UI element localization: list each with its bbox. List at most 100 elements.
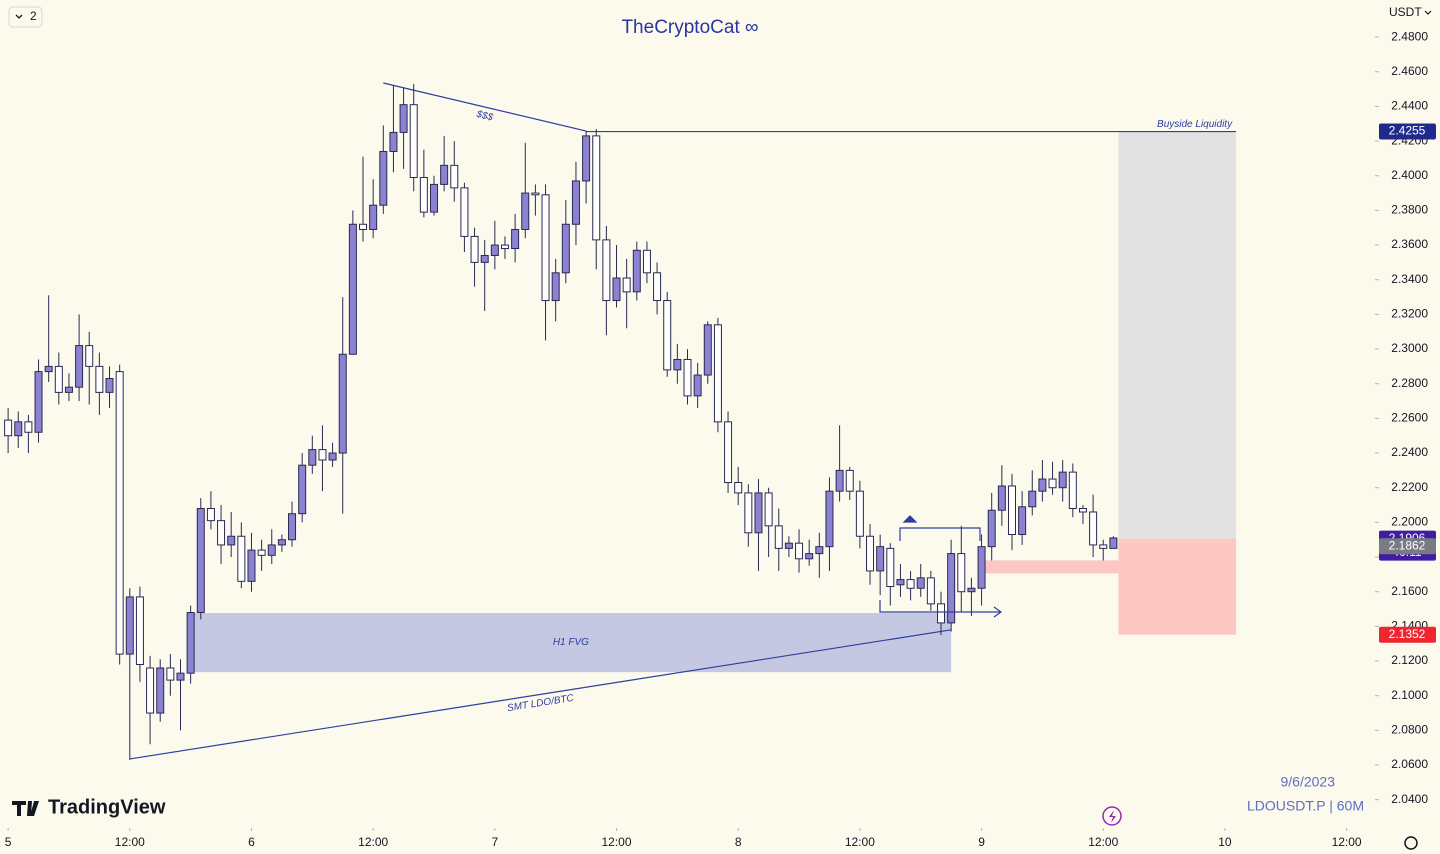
candle-body <box>146 667 155 714</box>
candle-body <box>470 235 479 263</box>
y-tick-label: 2.4600 <box>1391 64 1428 78</box>
candle-body <box>44 365 53 373</box>
candle-body <box>135 596 144 666</box>
y-tick-label: 2.3800 <box>1391 203 1428 217</box>
candle-body <box>277 539 286 546</box>
candle-body <box>835 469 844 492</box>
candle-body <box>115 371 124 655</box>
candle-body <box>348 223 357 355</box>
x-tick-label: 5 <box>5 835 12 849</box>
price-badge-label: 2.1352 <box>1389 627 1426 641</box>
bolt-icon <box>1109 810 1116 823</box>
trend-line <box>129 629 952 760</box>
price-zone <box>1118 538 1237 635</box>
candle-body <box>54 365 63 393</box>
candle-body <box>521 192 530 230</box>
price-badge-label: 2.4255 <box>1389 124 1426 138</box>
settings-icon[interactable] <box>1404 836 1418 850</box>
candle-body <box>845 469 854 492</box>
candle-body <box>1078 508 1087 513</box>
candle-body <box>4 419 13 437</box>
currency-chevron <box>1424 10 1432 15</box>
candle-body <box>906 579 915 589</box>
candle-body <box>359 223 368 230</box>
candle-body <box>531 192 540 196</box>
candle-body <box>967 587 976 593</box>
candle-body <box>196 508 205 614</box>
y-tick-label: 2.0600 <box>1391 757 1428 771</box>
range-bracket <box>899 527 981 541</box>
y-tick-label: 2.1600 <box>1391 584 1428 598</box>
y-tick-label: 2.2400 <box>1391 445 1428 459</box>
candle-body <box>217 520 226 546</box>
candle-body <box>257 549 266 556</box>
logo-icon <box>12 801 39 816</box>
x-tick-label: 7 <box>491 835 498 849</box>
price-badge <box>1379 123 1436 140</box>
candle-body <box>744 492 753 534</box>
candle-body <box>937 603 946 624</box>
candle-body <box>754 492 763 534</box>
fvg-box <box>190 613 952 673</box>
candle-body <box>612 277 621 302</box>
price-badge <box>1379 538 1436 555</box>
y-tick-label: 2.3600 <box>1391 237 1428 251</box>
candle-body <box>409 104 418 178</box>
candle-body <box>805 553 814 560</box>
candle-body <box>764 492 773 527</box>
candle-body <box>1109 537 1118 549</box>
price-badge-label: 2.1862 <box>1389 538 1426 552</box>
candle-body <box>653 272 662 302</box>
candle-body <box>85 345 94 367</box>
price-zone <box>1118 131 1237 539</box>
symbol-note: LDOUSDT.P | 60M <box>1247 798 1364 814</box>
candle-body <box>186 612 195 674</box>
candle-body <box>480 254 489 263</box>
layout-count: 2 <box>30 9 37 23</box>
candle-body <box>429 183 438 213</box>
candle-body <box>176 672 185 681</box>
candle-body <box>866 535 875 572</box>
candle-body <box>713 324 722 423</box>
x-tick-label: 10 <box>1218 835 1232 849</box>
candle-body <box>206 508 215 522</box>
replay-icon[interactable] <box>1102 806 1122 826</box>
candle-body <box>14 421 23 437</box>
candle-body <box>957 553 966 593</box>
date-note: 9/6/2023 <box>1281 774 1336 790</box>
candle-body <box>784 542 793 549</box>
y-tick-label: 2.4400 <box>1391 99 1428 113</box>
layout-button[interactable] <box>8 6 43 28</box>
candle-body <box>34 371 43 433</box>
candle-body <box>156 667 165 714</box>
candle-body <box>75 345 84 388</box>
candle-body <box>338 353 347 454</box>
candle-body <box>308 449 317 466</box>
y-tick-label: 2.3200 <box>1391 307 1428 321</box>
x-tick-label: 6 <box>248 835 255 849</box>
candle-body <box>105 378 114 393</box>
y-tick-label: 2.2000 <box>1391 515 1428 529</box>
x-tick-label: 9 <box>978 835 985 849</box>
candle-body <box>663 300 672 371</box>
candle-body <box>896 579 905 586</box>
candle-body <box>622 277 631 293</box>
y-tick-label: 2.0400 <box>1391 792 1428 806</box>
candle-body <box>500 244 509 250</box>
currency-label[interactable]: USDT <box>1389 5 1422 19</box>
candle-body <box>267 544 276 556</box>
logo-text[interactable]: TradingView <box>48 796 166 818</box>
candle-body <box>541 194 550 302</box>
candle-body <box>825 490 834 548</box>
x-tick-label: 8 <box>735 835 742 849</box>
candle-body <box>1068 471 1077 510</box>
candle-body <box>1028 490 1037 508</box>
candle-body <box>288 513 297 541</box>
candle-body <box>298 464 307 515</box>
candle-body <box>795 542 804 560</box>
annotation-label: Buyside Liquidity <box>1157 119 1233 130</box>
candle-body <box>815 546 824 555</box>
y-tick-label: 2.2800 <box>1391 376 1428 390</box>
y-tick-label: 2.0800 <box>1391 723 1428 737</box>
candle-body <box>125 596 134 655</box>
